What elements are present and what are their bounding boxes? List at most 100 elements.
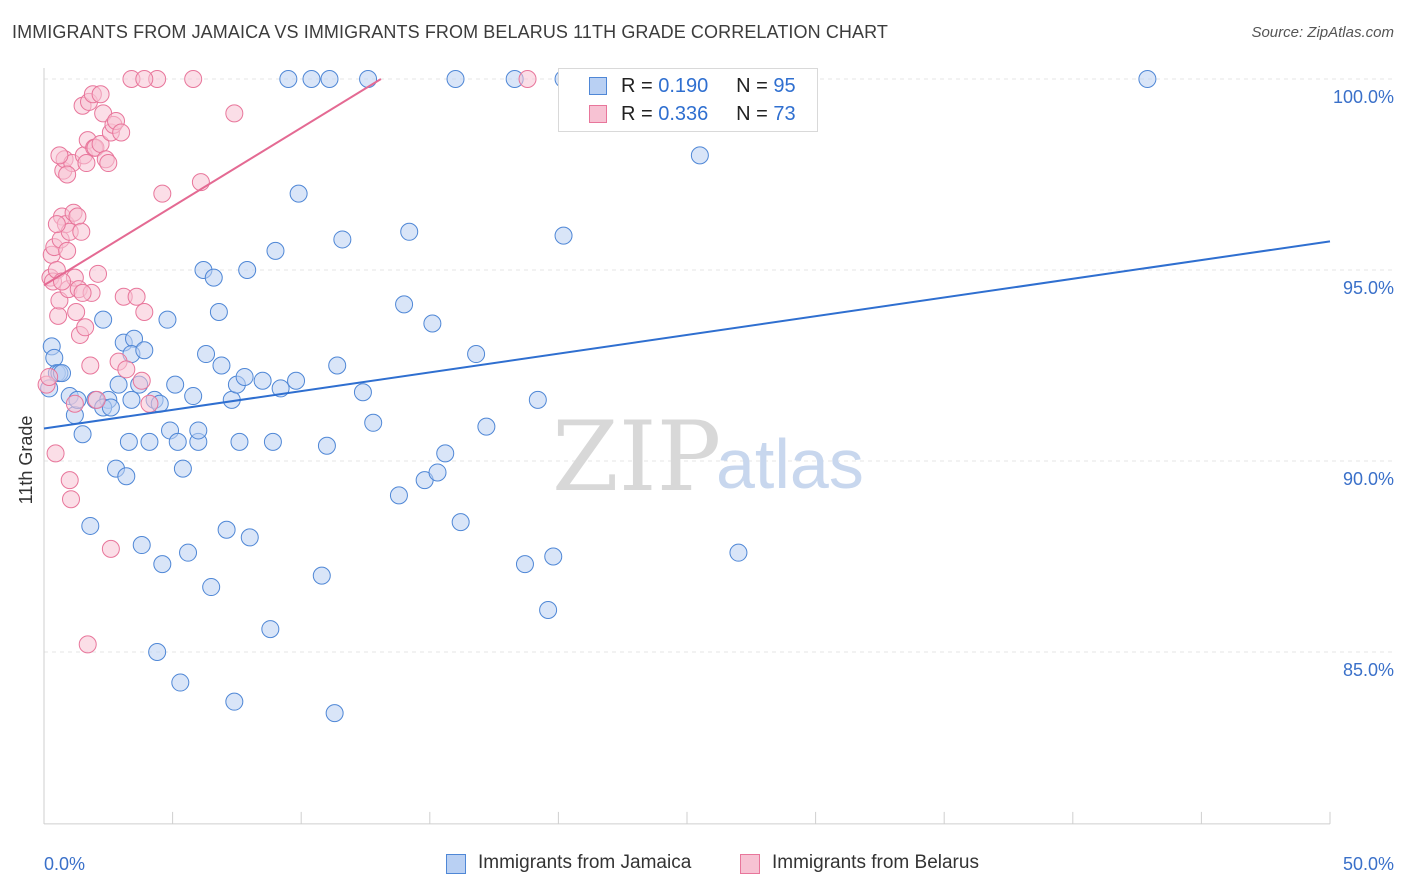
data-point: [127, 287, 146, 306]
legend-label-jamaica: Immigrants from Jamaica: [478, 852, 692, 873]
r-value: 0.190: [658, 75, 709, 97]
data-point: [112, 123, 131, 142]
chart-title: IMMIGRANTS FROM JAMAICA VS IMMIGRANTS FR…: [12, 22, 888, 42]
y-tick-label: 100.0%: [1333, 87, 1394, 107]
data-point: [477, 417, 496, 436]
stats-swatch-jamaica: [589, 77, 607, 95]
data-point: [58, 165, 77, 184]
data-point: [179, 543, 198, 562]
data-point: [325, 704, 344, 723]
data-point: [60, 471, 79, 490]
data-point: [46, 444, 65, 463]
data-point: [217, 520, 236, 539]
data-point: [67, 303, 86, 322]
axes: [43, 68, 1331, 825]
data-point: [446, 70, 465, 88]
data-point: [47, 215, 66, 234]
stats-row-jamaica: R = 0.190 N = 95: [559, 72, 817, 100]
data-point: [81, 516, 100, 535]
data-point: [528, 390, 547, 409]
data-point: [436, 444, 455, 463]
data-point: [235, 367, 254, 386]
watermark-atlas: atlas: [716, 425, 864, 503]
data-point: [518, 70, 537, 88]
data-point: [45, 348, 64, 367]
data-point: [135, 70, 154, 88]
data-point: [73, 425, 92, 444]
data-point: [515, 555, 534, 574]
data-point: [135, 303, 154, 322]
data-point: [225, 692, 244, 711]
data-point: [467, 345, 486, 364]
data-point: [72, 222, 91, 241]
data-point: [204, 268, 223, 287]
data-point: [132, 371, 151, 390]
legend: Immigrants from Jamaica Immigrants from …: [0, 852, 1406, 878]
data-point: [690, 146, 709, 165]
data-point: [77, 154, 96, 173]
data-point: [1138, 70, 1157, 88]
n-value: 73: [773, 103, 796, 125]
data-point: [289, 184, 308, 203]
series-jamaica: [40, 70, 1157, 723]
stats-box: R = 0.190 N = 95 R = 0.336 N = 73: [558, 68, 818, 132]
x-tick-label: 50.0%: [1343, 854, 1394, 874]
data-point: [78, 635, 97, 654]
data-point: [428, 463, 447, 482]
data-point: [539, 600, 558, 619]
data-point: [148, 643, 167, 661]
grid-lines: [44, 78, 1395, 653]
data-point: [166, 375, 185, 394]
data-point: [76, 318, 95, 337]
data-point: [49, 306, 68, 325]
x-tick-label: 0.0%: [44, 854, 85, 874]
y-tick-label: 85.0%: [1343, 660, 1394, 680]
data-point: [253, 371, 272, 390]
data-point: [117, 467, 136, 486]
data-point: [212, 356, 231, 375]
series-belarus: [37, 70, 537, 654]
data-point: [91, 85, 110, 104]
data-point: [58, 241, 77, 260]
stats-text-belarus: R = 0.336 N = 73: [621, 103, 796, 126]
data-point: [153, 555, 172, 574]
data-point: [209, 303, 228, 322]
data-point: [68, 207, 87, 226]
data-point: [87, 390, 106, 409]
n-label: N =: [736, 103, 768, 125]
data-point: [320, 70, 339, 88]
data-point: [94, 310, 113, 329]
data-point: [40, 367, 59, 386]
legend-swatch-jamaica: [446, 854, 466, 874]
watermark: ZIP atlas: [552, 401, 864, 513]
data-point: [101, 398, 120, 417]
data-point: [554, 226, 573, 245]
data-point: [158, 310, 177, 329]
r-label: R =: [621, 103, 653, 125]
data-point: [333, 230, 352, 249]
y-tick-labels: 100.0% 95.0% 90.0% 85.0%: [1333, 87, 1394, 680]
data-point: [50, 146, 69, 165]
data-point: [353, 383, 372, 402]
data-point: [117, 360, 136, 379]
data-point: [101, 539, 120, 558]
data-point: [312, 566, 331, 585]
legend-swatch-belarus: [740, 854, 760, 874]
data-point: [395, 295, 414, 314]
data-point: [202, 578, 221, 597]
x-tick-labels: 0.0% 50.0%: [44, 854, 1394, 874]
r-label: R =: [621, 75, 653, 97]
data-point: [99, 154, 118, 173]
data-point: [168, 432, 187, 451]
data-point: [729, 543, 748, 562]
legend-label-belarus: Immigrants from Belarus: [772, 852, 979, 873]
data-point: [171, 673, 190, 692]
data-point: [62, 490, 81, 509]
y-tick-label: 95.0%: [1343, 278, 1394, 298]
data-point: [73, 283, 92, 302]
data-point: [189, 421, 208, 440]
data-point: [317, 436, 336, 455]
data-point: [328, 356, 347, 375]
data-point: [261, 620, 280, 639]
source-label: Source: ZipAtlas.com: [1251, 24, 1394, 41]
